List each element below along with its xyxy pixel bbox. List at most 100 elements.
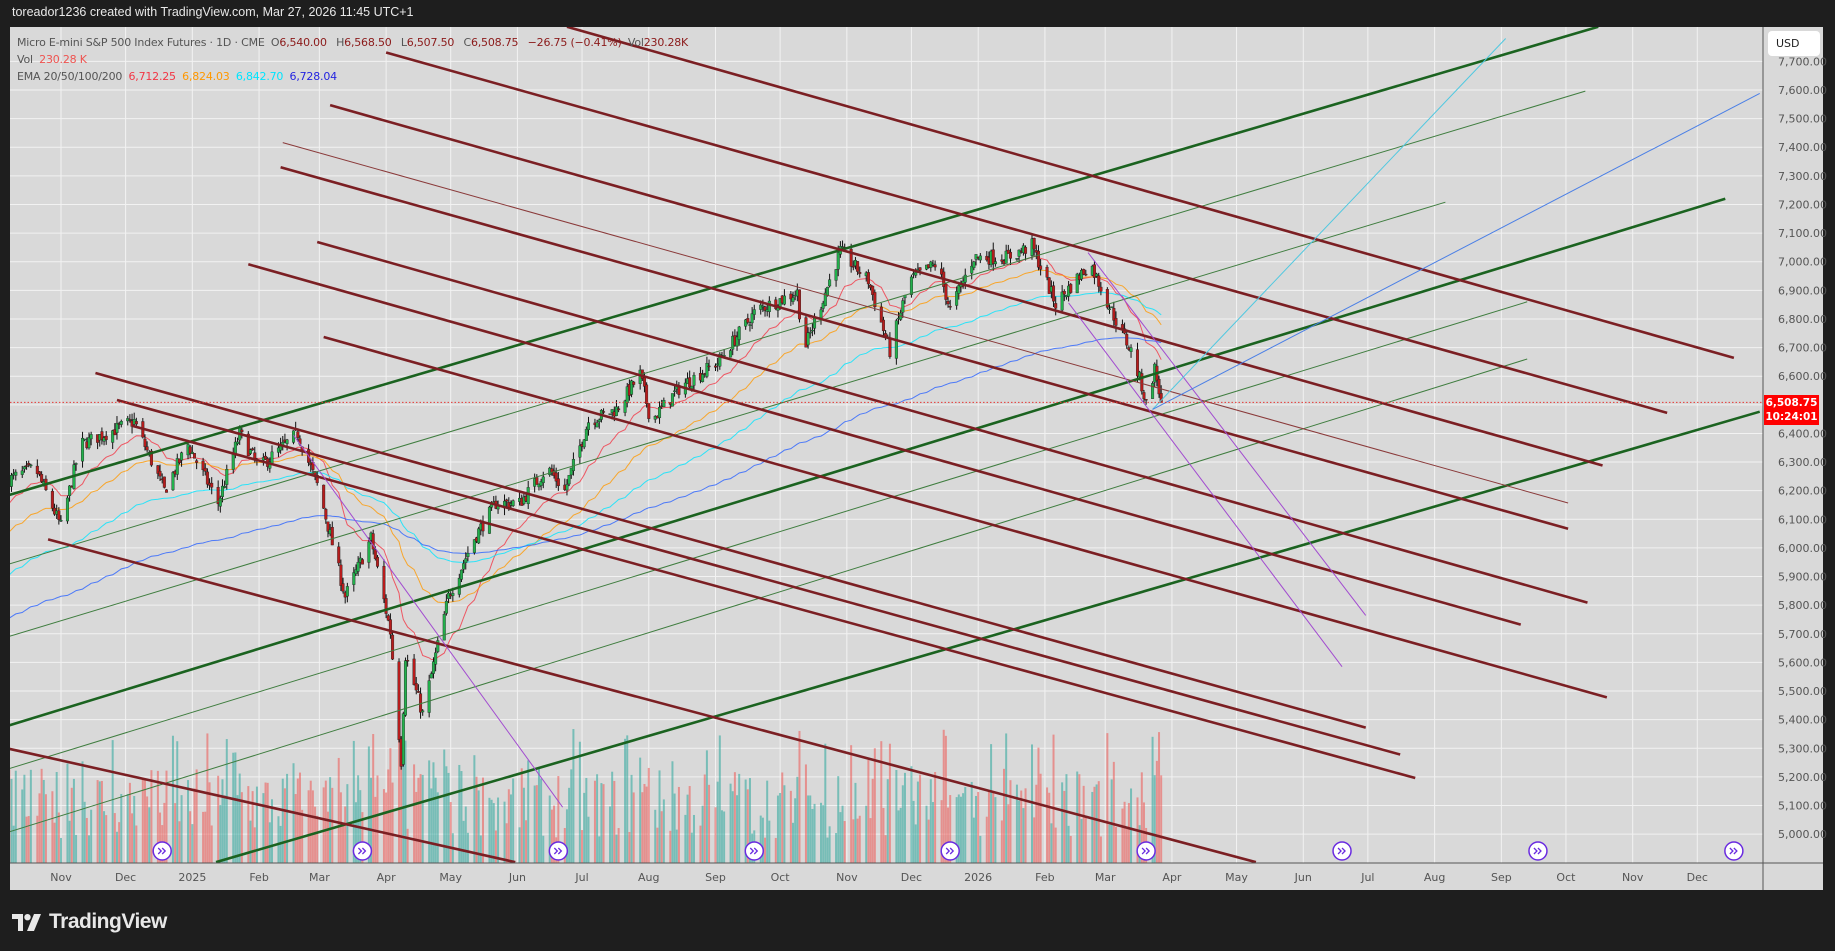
close-value: 6,508.75 [470, 36, 519, 49]
volume-bar [572, 729, 575, 863]
rollover-arrow-icon [357, 847, 367, 855]
candle-body [761, 305, 765, 308]
candle-body [134, 421, 138, 425]
volume-bar [60, 837, 62, 863]
candle-body [195, 460, 199, 463]
vol-value: 230.28K [643, 36, 689, 49]
volume-bar [266, 782, 269, 863]
volume-bar [27, 816, 30, 863]
rollover-marker-icon [1724, 841, 1744, 861]
volume-bar [447, 772, 450, 863]
time-axis-tick: Sep [705, 871, 726, 884]
candle-body [582, 439, 586, 448]
volume-bar [873, 748, 876, 863]
high-value: 6,568.50 [344, 36, 392, 49]
volume-bar [23, 774, 26, 863]
tradingview-logo[interactable]: TradingView [12, 910, 167, 934]
volume-bar [413, 764, 416, 863]
candle-body [403, 660, 407, 716]
candle-body [371, 533, 375, 550]
volume-bar [699, 825, 702, 863]
trend-thick-red-line [116, 398, 1401, 756]
candle-body [789, 293, 793, 300]
candle-body [324, 509, 328, 520]
time-axis-tick: Mar [309, 871, 330, 884]
volume-bar [869, 818, 872, 863]
candle-body [946, 301, 950, 305]
volume-bar [387, 769, 390, 863]
candle-body [326, 521, 330, 532]
volume-bar [494, 830, 497, 863]
volume-bar [774, 837, 777, 863]
chart-caption: toreador1236 created with TradingView.co… [12, 5, 414, 19]
price-axis-tick: 7,400.00 [1778, 141, 1827, 154]
candle-body [248, 449, 252, 454]
volume-bar [120, 793, 123, 863]
volume-bar [1033, 817, 1036, 863]
volume-bar [1063, 790, 1066, 863]
candle-body [487, 506, 491, 534]
volume-bar [585, 777, 588, 863]
candle-body [373, 549, 377, 559]
open-label: O [270, 36, 280, 49]
volume-bar [746, 789, 749, 863]
volume-bar [916, 781, 919, 863]
volume-bar [421, 774, 424, 863]
volume-bar [901, 785, 904, 863]
candle-body [578, 445, 582, 458]
rollover-arrow-icon [749, 847, 759, 855]
candle-body [216, 487, 220, 505]
candle-body [192, 453, 196, 459]
volume-bar [415, 791, 418, 863]
legend-volume-row[interactable]: Vol 230.28 K [17, 51, 694, 68]
candle-body [597, 419, 601, 422]
candle-body [1112, 308, 1116, 321]
candle-body [444, 600, 448, 614]
volume-bar [1127, 803, 1130, 863]
time-axis-tick: Feb [249, 871, 268, 884]
volume-bar [798, 730, 801, 863]
candle-body [940, 268, 944, 275]
volume-bar [533, 785, 536, 863]
volume-bar [822, 805, 825, 863]
currency-button[interactable]: USD [1768, 31, 1820, 56]
time-axis-tick: May [439, 871, 462, 884]
legend-ema-row[interactable]: EMA 20/50/100/200 6,712.25 6,824.03 6,84… [17, 68, 694, 85]
volume-bar [10, 778, 13, 863]
candle-body [1135, 349, 1139, 377]
volume-bar [262, 793, 265, 863]
price-axis-tick: 6,600.00 [1778, 370, 1827, 383]
volume-bar [156, 770, 159, 863]
candle-body [1047, 277, 1051, 294]
candle-body [851, 266, 855, 268]
candle-body [662, 400, 666, 408]
candle-body [128, 419, 132, 421]
candle-body [602, 411, 606, 413]
candle-body [759, 304, 763, 310]
volume-bar [1065, 774, 1068, 863]
volume-bar [811, 808, 814, 863]
trend-purple-line [293, 434, 564, 808]
volume-bar [221, 779, 224, 863]
volume-bar [1151, 736, 1154, 863]
candle-body [1008, 251, 1012, 259]
candle-body [477, 528, 481, 544]
volume-bar [339, 792, 342, 863]
candle-body [714, 365, 718, 368]
price-axis-tick: 6,700.00 [1778, 342, 1827, 355]
volume-bar [115, 831, 118, 863]
candle-body [614, 406, 618, 416]
trend-thick-red-line [10, 747, 516, 863]
volume-bar [729, 783, 732, 863]
volume-bar [807, 795, 810, 863]
candle-body [22, 466, 26, 470]
volume-bar [311, 790, 314, 863]
volume-bar [376, 775, 379, 863]
volume-bar [675, 829, 678, 863]
volume-bar [277, 816, 280, 863]
volume-bar [955, 797, 958, 863]
volume-bar [865, 805, 868, 863]
volume-bar [914, 824, 917, 863]
symbol-title[interactable]: Micro E-mini S&P 500 Index Futures · 1D … [17, 36, 265, 49]
